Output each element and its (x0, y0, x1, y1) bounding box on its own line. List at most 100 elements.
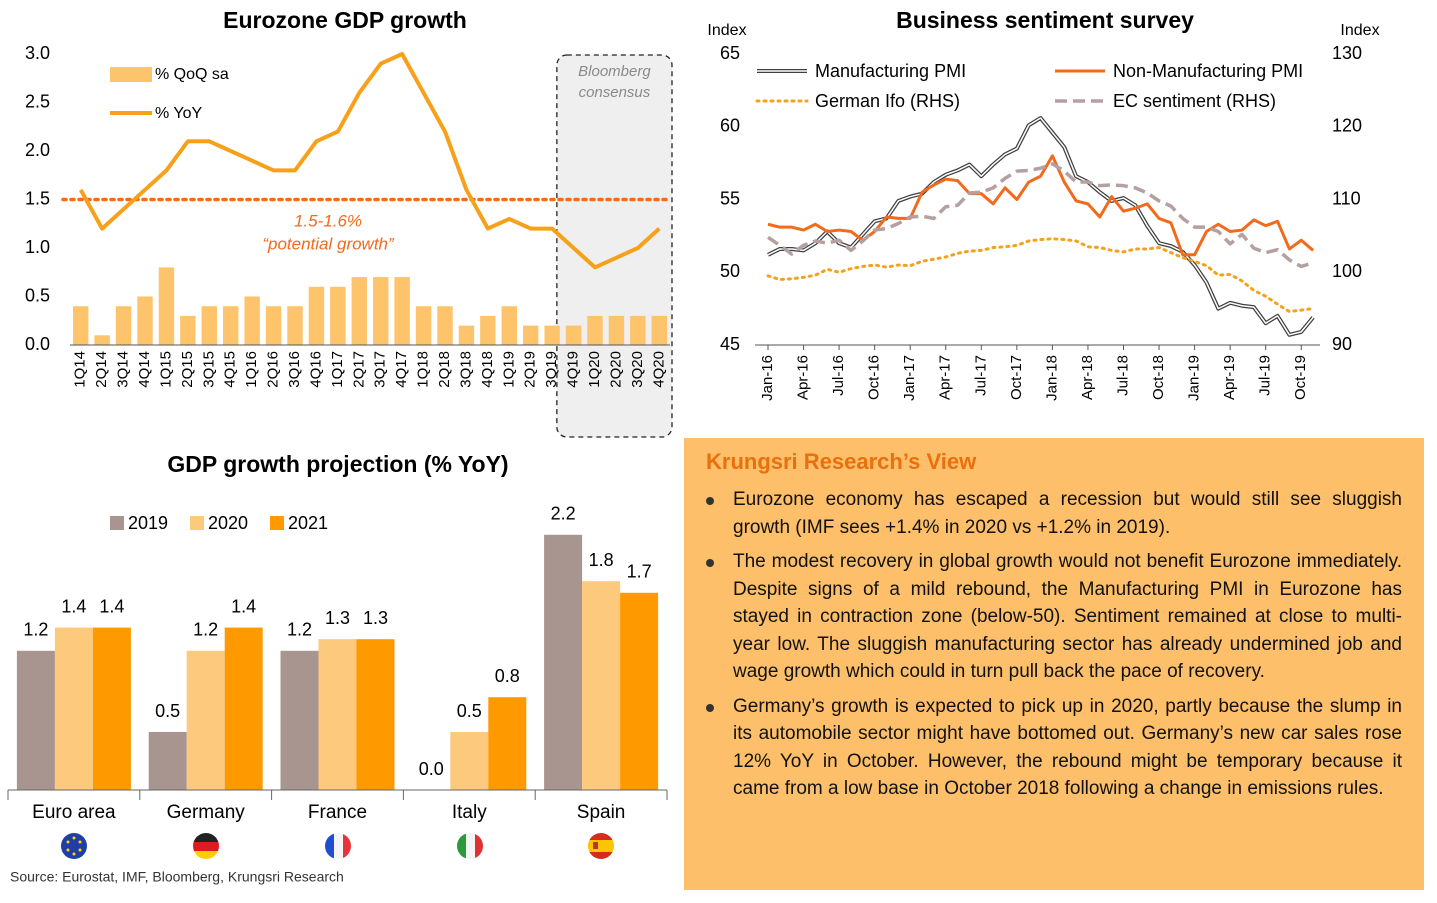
value-label: 1.3 (363, 608, 388, 628)
y2-tick-label: 90 (1332, 334, 1352, 354)
y-tick-label: 60 (720, 116, 740, 136)
bar (544, 534, 583, 790)
y-tick-label: 45 (720, 334, 740, 354)
chart-title: Eurozone GDP growth (223, 7, 467, 33)
flag-eu (61, 833, 87, 859)
y-axis-label: Index (707, 22, 746, 39)
line (766, 237, 1315, 314)
x-tick-label: 3Q14 (115, 351, 132, 388)
bar (186, 650, 225, 790)
bar (54, 627, 93, 790)
shaded-label: consensus (579, 84, 651, 101)
bar (458, 325, 475, 345)
x-tick-label: 3Q16 (286, 351, 303, 388)
bar (244, 296, 260, 345)
bar (73, 306, 89, 345)
x-tick-label: 1Q14 (72, 351, 89, 388)
x-tick-label: 4Q18 (479, 351, 496, 388)
x-tick-label: 2Q19 (522, 351, 539, 388)
bar (523, 325, 539, 345)
legend-swatch (110, 67, 152, 82)
x-tick-label: Euro area (32, 802, 116, 823)
x-tick-label: 3Q19 (543, 351, 560, 388)
legend-label: 2020 (208, 513, 248, 533)
view-title: Krungsri Research’s View (706, 449, 977, 474)
x-tick-label: Oct-16 (866, 355, 883, 400)
x-tick-label: 1Q17 (329, 351, 346, 388)
y-tick-label: 2.5 (25, 91, 50, 111)
x-tick-label: 2Q14 (93, 351, 110, 388)
flag-it (457, 833, 483, 859)
value-label: 1.4 (61, 596, 86, 616)
value-label: 0.5 (457, 701, 482, 721)
bullet: Germany’s growth is expected to pick up … (700, 693, 1402, 803)
x-tick-label: Jul-19 (1257, 355, 1274, 396)
bar (620, 592, 659, 790)
x-tick-label: 2Q18 (436, 351, 453, 388)
view-bullets: Eurozone economy has escaped a recession… (700, 486, 1402, 810)
bar (394, 277, 410, 345)
bar (488, 697, 527, 790)
legend-label: % QoQ sa (155, 66, 229, 83)
x-tick-label: 4Q17 (393, 351, 410, 388)
x-tick-label: 4Q15 (222, 351, 239, 388)
bar (437, 306, 453, 345)
x-tick-label: Oct-19 (1292, 355, 1309, 400)
bar (630, 315, 646, 345)
bar (651, 315, 667, 345)
legend-label: 2019 (128, 513, 168, 533)
bullet: The modest recovery in global growth wou… (700, 548, 1402, 686)
x-tick-label: Germany (167, 802, 246, 823)
x-tick-label: Jul-17 (972, 355, 989, 396)
value-label: 1.2 (193, 620, 218, 640)
legend-swatch (190, 516, 204, 530)
line (767, 162, 1314, 269)
x-tick-label: 4Q20 (650, 351, 667, 388)
x-tick-label: Jul-18 (1114, 355, 1131, 396)
y-tick-label: 1.0 (25, 237, 50, 257)
legend-label: Non-Manufacturing PMI (1113, 61, 1303, 81)
value-label: 1.2 (287, 620, 312, 640)
y2-tick-label: 130 (1332, 43, 1362, 63)
x-tick-label: 2Q17 (350, 351, 367, 388)
bullet: Eurozone economy has escaped a recession… (700, 486, 1402, 541)
legend-label: Manufacturing PMI (815, 61, 966, 81)
y2-axis-label: Index (1340, 22, 1379, 39)
bar (308, 286, 325, 345)
x-tick-label: 3Q15 (200, 351, 217, 388)
bar (587, 315, 603, 345)
bar (356, 639, 395, 790)
flags (61, 833, 614, 859)
bar (582, 581, 621, 790)
x-tick-label: Italy (452, 802, 487, 823)
bar (450, 732, 489, 790)
bar (280, 650, 319, 790)
bar (224, 627, 263, 790)
bar (415, 306, 432, 345)
flag-fr (325, 833, 351, 859)
line (767, 116, 1315, 337)
x-tick-label: 2Q16 (265, 351, 282, 388)
x-tick-label: Apr-16 (795, 355, 812, 400)
y-tick-label: 3.0 (25, 43, 50, 63)
value-label: 1.3 (325, 608, 350, 628)
x-tick-label: Oct-17 (1008, 355, 1025, 400)
x-tick-label: 1Q19 (500, 351, 517, 388)
x-tick-label: Jan-16 (759, 355, 776, 401)
x-tick-label: 2Q15 (179, 351, 196, 388)
bar (148, 732, 187, 790)
y-tick-label: 1.5 (25, 188, 50, 208)
value-label: 2.2 (551, 504, 576, 524)
bar (223, 306, 239, 345)
bar (544, 325, 560, 345)
y-tick-label: 50 (720, 261, 740, 281)
y-tick-label: 55 (720, 188, 740, 208)
value-label: 0.0 (419, 759, 444, 779)
bar (137, 296, 153, 345)
x-tick-label: Jan-19 (1186, 355, 1203, 401)
legend-label: % YoY (155, 105, 202, 122)
x-tick-label: Apr-17 (937, 355, 954, 400)
x-tick-label: Jan-17 (901, 355, 918, 401)
flag-de (193, 833, 219, 859)
legend-label: 2021 (288, 513, 328, 533)
